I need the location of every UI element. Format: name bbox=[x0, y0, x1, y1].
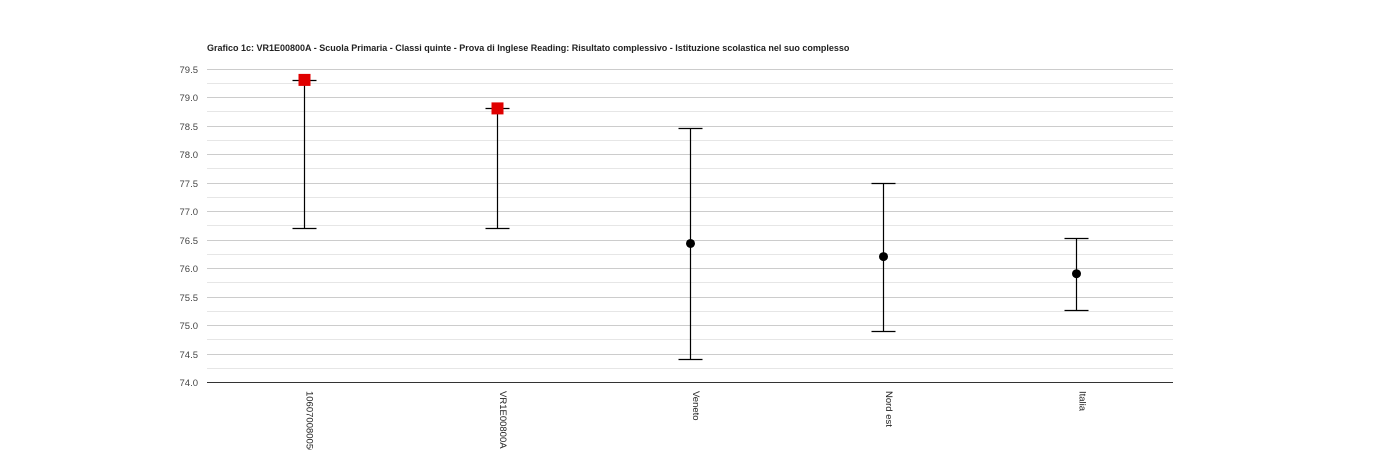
data-point-circle bbox=[686, 238, 695, 248]
x-tick-label: 1060700800501 bbox=[304, 391, 315, 450]
y-tick-label: 76.0 bbox=[180, 264, 199, 275]
y-tick-label: 75.0 bbox=[180, 321, 199, 332]
y-tick-label: 76.5 bbox=[180, 236, 199, 247]
y-tick-label: 79.0 bbox=[180, 93, 199, 104]
x-tick-label: Nord est bbox=[883, 391, 894, 427]
y-axis-labels: 74.0 74.5 75.0 75.5 76.0 76.5 77.0 77.5 78.0 78.5… bbox=[180, 65, 199, 389]
y-tick-label: 74.0 bbox=[180, 378, 199, 389]
marks-layer bbox=[292, 73, 1089, 361]
chart-title: Grafico 1c: VR1E00800A - Scuola Primaria… bbox=[207, 43, 850, 53]
y-tick-label: 74.5 bbox=[180, 350, 199, 361]
x-tick-label: Veneto bbox=[690, 391, 701, 421]
x-axis-labels: 1060700800501 VR1E00800A Veneto Nord est Ita… bbox=[304, 391, 1088, 450]
y-tick-label: 78.5 bbox=[180, 122, 199, 133]
y-tick-label: 75.5 bbox=[180, 293, 199, 304]
y-tick-label: 79.5 bbox=[180, 65, 199, 76]
data-point-square bbox=[298, 73, 311, 86]
y-tick-label: 78.0 bbox=[180, 150, 199, 161]
data-point-circle bbox=[879, 252, 888, 262]
data-point-circle bbox=[1072, 269, 1081, 279]
data-point-square bbox=[491, 102, 504, 115]
x-tick-label: Italia bbox=[1076, 391, 1087, 412]
x-tick-label: VR1E00800A bbox=[497, 391, 508, 449]
y-tick-label: 77.5 bbox=[180, 179, 199, 190]
y-tick-label: 77.0 bbox=[180, 207, 199, 218]
